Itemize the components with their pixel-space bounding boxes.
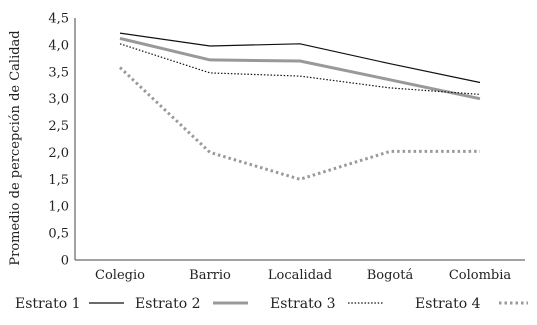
- legend-label: Estrato 2: [135, 296, 200, 312]
- series-line-1: [119, 32, 481, 84]
- legend-label: Estrato 3: [270, 296, 335, 312]
- x-tick-label: Bogotá: [367, 268, 414, 283]
- y-tick-label: 1,0: [48, 200, 69, 215]
- y-axis-title: Promedio de percepción de Calidad: [8, 30, 23, 265]
- series-line-3: [119, 43, 481, 95]
- x-tick-label: Colegio: [95, 268, 145, 283]
- y-tick-label: 3,0: [48, 92, 69, 107]
- y-tick-label: 0: [61, 254, 69, 269]
- y-tick-label: 4,5: [48, 12, 69, 27]
- y-tick-label: 0,5: [48, 227, 69, 242]
- series-line-4: [118, 66, 480, 181]
- legend-label: Estrato 1: [15, 296, 80, 312]
- x-tick-label: Colombia: [449, 268, 512, 283]
- y-tick-label: 1,5: [48, 173, 69, 188]
- legend-label: Estrato 4: [415, 296, 481, 312]
- series-line-2: [119, 36, 481, 101]
- y-tick-label: 2,0: [48, 146, 69, 161]
- y-tick-label: 4,0: [48, 38, 69, 53]
- y-tick-label: 2,5: [48, 119, 69, 134]
- x-tick-label: Localidad: [268, 268, 332, 283]
- y-tick-label: 3,5: [48, 65, 69, 80]
- x-tick-label: Barrio: [189, 268, 231, 283]
